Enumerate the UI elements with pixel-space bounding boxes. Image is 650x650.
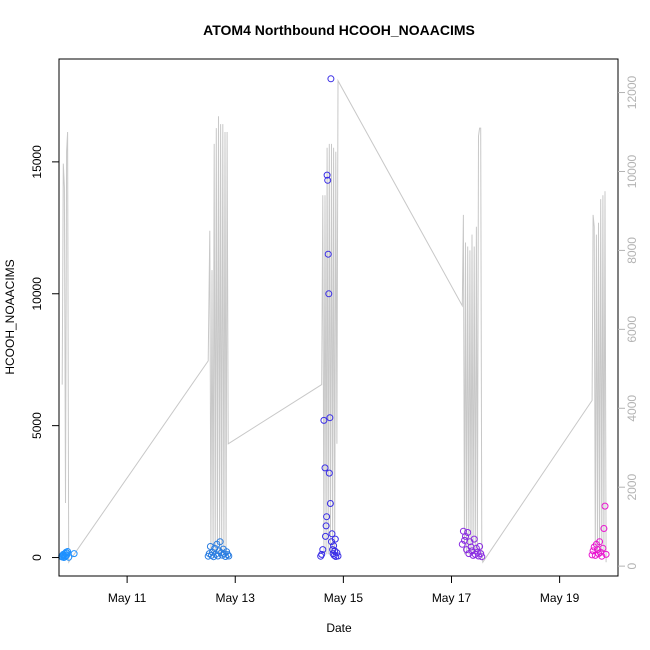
x-tick-label-4: May 19	[540, 591, 580, 605]
y2-tick-label-3: 6000	[625, 316, 639, 343]
y-tick-label-2: 10000	[30, 277, 44, 311]
y2-tick-label-5: 10000	[625, 154, 639, 188]
x-tick-label-3: May 17	[432, 591, 472, 605]
data-point-2-10	[325, 251, 331, 257]
data-point-2-4	[322, 465, 328, 471]
y2-tick-label-2: 4000	[625, 395, 639, 422]
plot-frame	[59, 59, 618, 576]
y-tick-label-1: 5000	[30, 412, 44, 439]
data-point-4-12	[602, 503, 608, 509]
y2-tick-label-1: 2000	[625, 474, 639, 501]
y2-tick-label-0: 0	[625, 562, 639, 569]
data-point-2-12	[326, 470, 332, 476]
chart-title: ATOM4 Northbound HCOOH_NOAACIMS	[203, 22, 475, 38]
x-axis-label: Date	[326, 621, 352, 635]
y-tick-label-3: 15000	[30, 145, 44, 179]
y2-tick-label-6: 12000	[625, 75, 639, 109]
altitude-line	[62, 81, 606, 563]
data-point-2-15	[328, 76, 334, 82]
y-tick-label-0: 0	[30, 554, 44, 561]
x-tick-label-1: May 13	[216, 591, 256, 605]
x-tick-label-0: May 11	[108, 591, 147, 605]
y-axis-label: HCOOH_NOAACIMS	[3, 259, 17, 374]
x-tick-label-2: May 15	[324, 591, 364, 605]
plot-layer	[59, 76, 609, 562]
y2-tick-label-4: 8000	[625, 237, 639, 264]
